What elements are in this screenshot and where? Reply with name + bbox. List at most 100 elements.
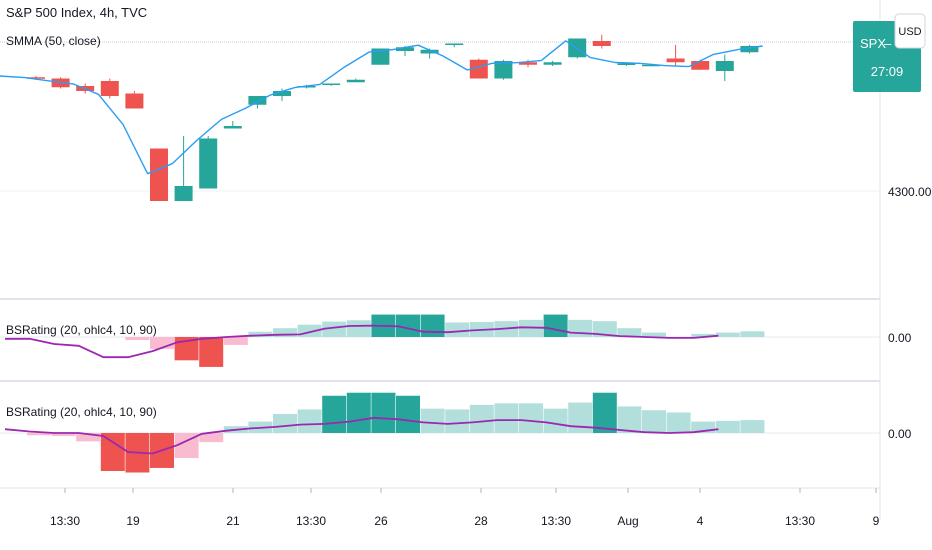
candle-body [297,86,316,88]
candle-body [125,93,144,109]
bsrating-pane-2[interactable] [4,392,765,473]
bsrating-2-label[interactable]: BSRating (20, ohlc4, 10, 90) [6,405,157,419]
bsrating-bar [371,392,396,433]
bsrating-1-label[interactable]: BSRating (20, ohlc4, 10, 90) [6,323,157,337]
bsrating-bar [715,420,740,433]
candle-body [543,62,562,65]
time-tick-label: 13:30 [50,514,80,528]
bsrating-bar [715,332,740,337]
candle-body [248,96,267,105]
bsrating-bar [519,319,543,337]
bsrating-bar [543,408,568,433]
bsrating-bar [740,420,765,433]
price-badge-symbol: SPX [860,36,886,51]
bsrating-bar [396,314,420,337]
time-tick-label: 13:30 [785,514,815,528]
smma-indicator-label[interactable]: SMMA (50, close) [6,34,101,48]
bsrating-bar [617,406,642,433]
time-tick-label: 13:30 [296,514,326,528]
bsrating-bar [199,337,224,367]
bsrating-bar [642,410,666,433]
time-tick-label: 9 [873,514,880,528]
time-tick-label: 21 [226,514,240,528]
candle-body [174,186,193,201]
bsrating-bar [297,409,322,433]
candle-body [519,62,537,65]
bsrating-bar [51,433,76,437]
candle-body [273,91,291,96]
bsrating-bar [445,322,470,337]
bsrating-bar [420,408,445,433]
time-tick-label: 13:30 [541,514,571,528]
candle-body [469,59,488,79]
bsrating-bar [76,433,101,442]
candle-body [27,77,45,79]
candle-body [691,61,710,70]
smma-line [0,40,763,175]
bsrating-bar [125,337,150,341]
candle-body [420,49,439,54]
bsrating-bar [740,331,765,337]
candle-body [642,64,660,67]
bsrating-bar [396,395,420,433]
candle-body [666,58,685,63]
candle-body [592,41,611,46]
bsrating-bar [199,433,224,443]
bsrating-bar [691,421,716,433]
bs2-zero-tick: 0.00 [888,427,912,441]
time-tick-label: Aug [617,514,638,528]
bsrating-bar [543,314,568,337]
candle-body [199,138,218,189]
candle-body [371,48,390,65]
bsrating-bar [248,331,273,337]
bsrating-bar [519,403,543,433]
bsrating-bar [322,321,347,337]
time-tick-label: 19 [126,514,140,528]
bsrating-bar [494,403,519,433]
candle-body [100,81,119,96]
candle-body [346,79,365,83]
bsrating-bar [666,412,691,433]
bsrating-pane-1[interactable] [5,314,765,367]
price-badge-dash: – [884,36,892,51]
chart-title: S&P 500 Index, 4h, TVC [6,5,147,20]
bsrating-line [5,324,719,359]
bsrating-bar [27,433,51,436]
bsrating-bar [223,337,248,345]
bsrating-line [4,416,719,455]
bsrating-bar [273,414,297,433]
candle-body [396,47,414,51]
candle-body [617,63,636,65]
price-pane[interactable] [0,34,763,201]
candle-body [322,83,341,85]
bsrating-bar [150,337,174,349]
time-tick-label: 4 [697,514,704,528]
bsrating-bar [346,392,371,433]
bsrating-bar [322,395,347,433]
time-tick-label: 28 [474,514,488,528]
bsrating-bar [174,337,199,361]
currency-label: USD [898,26,921,38]
bsrating-bar [592,392,617,433]
bsrating-bar [568,402,593,433]
bar-countdown: 27:09 [871,64,904,79]
bsrating-bar [592,321,617,337]
price-tick-4300: 4300.00 [888,185,932,199]
candle-body [150,148,168,201]
bsrating-bar [273,328,297,337]
bsrating-bar [469,404,494,433]
time-tick-label: 26 [374,514,388,528]
bsrating-bar [346,320,371,337]
candle-body [223,126,242,129]
bs1-zero-tick: 0.00 [888,331,912,345]
time-axis[interactable]: 13:30 19 21 13:30 26 28 13:30 Aug 4 13:30 9 [50,488,880,528]
bsrating-bar [445,409,470,433]
candle-body [715,61,734,71]
bsrating-bar [617,328,642,337]
candle-body [445,43,464,45]
candle-body [494,61,513,79]
bsrating-bar [642,332,666,337]
bsrating-bar [420,314,445,337]
currency-button[interactable] [894,13,926,49]
